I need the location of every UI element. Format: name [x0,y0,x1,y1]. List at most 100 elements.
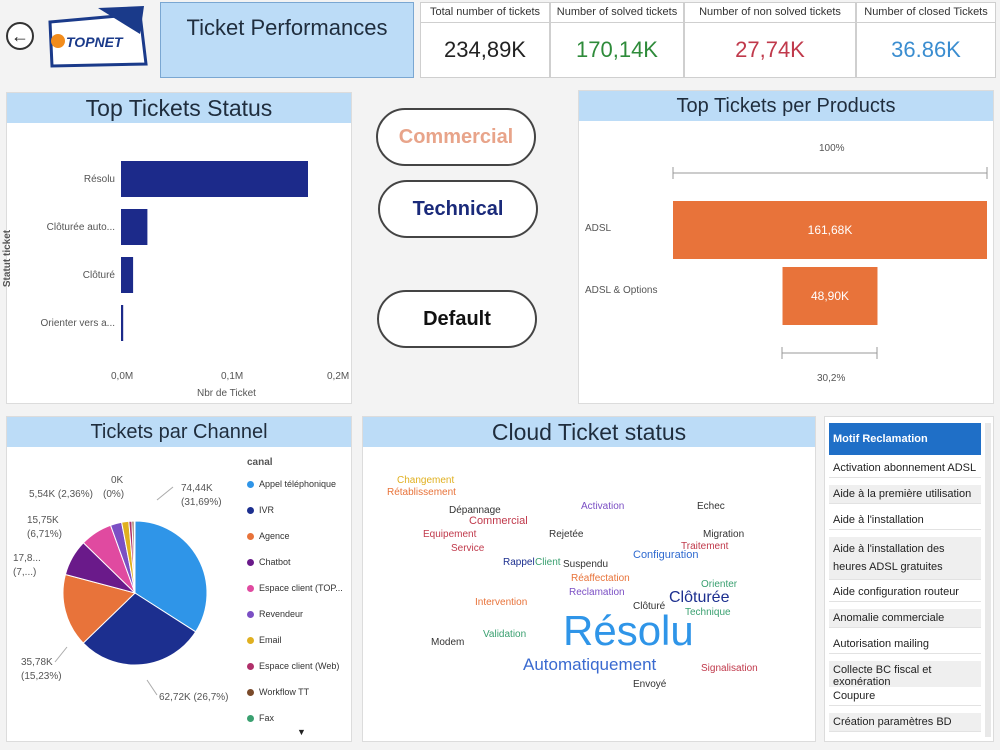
channel-legend: canal Appel téléphonique IVR Agence Chat… [247,457,351,739]
legend-scroll-down-icon[interactable]: ▼ [297,727,306,737]
products-bottom-pct: 30,2% [817,373,846,384]
status-category-label: Clôturée auto... [47,222,115,233]
pie-label-1b: (31,69%) [181,497,222,508]
product-category-label: ADSL [585,223,612,234]
cloud-word: Clôturée [669,589,730,606]
legend-dot [247,637,254,645]
motif-list-item[interactable]: Autorisation mailing [829,635,981,654]
kpi-non-solved-tickets: Number of non solved tickets 27,74K [684,2,856,78]
pie-label-6: 5,54K (2,36%) [29,489,93,500]
legend-label: Appel téléphonique [259,479,337,489]
legend-label: Email [259,635,282,645]
pie-label-7: 0K [111,475,124,486]
legend-label: Fax [259,713,275,723]
products-funnel-chart: 161,68K ADSL 48,90K ADSL & Options [585,167,988,359]
back-button[interactable]: ← [6,22,34,50]
logo-text: TOPNET [66,34,123,50]
kpi-solved-tickets: Number of solved tickets 170,14K [550,2,684,78]
legend-dot [247,559,254,567]
legend-item[interactable]: Workflow TT [247,687,309,697]
legend-dot [247,533,254,541]
motif-list-item[interactable]: Création paramètres BD [829,713,981,732]
legend-label: Agence [259,531,290,541]
legend-item[interactable]: Appel téléphonique [247,479,336,489]
kpi-value: 170,14K [576,37,658,62]
legend-label: Chatbot [259,557,291,567]
arrow-left-icon: ← [11,26,29,46]
legend-dot [247,585,254,593]
cloud-word: Client [535,557,561,568]
cloud-word: Envoyé [633,679,667,690]
pie-label-1: 74,44K [181,483,213,494]
cloud-word: Rappel [503,557,535,568]
status-chart-panel: Top Tickets Status Statut ticket Résolu C… [2,92,352,404]
pie-label-5: 15,75K [27,515,59,526]
kpi-label: Total number of tickets [421,3,549,23]
legend-item[interactable]: Chatbot [247,557,291,567]
motif-list-item[interactable]: Activation abonnement ADSL [829,459,981,478]
status-category-label: Résolu [84,174,115,185]
product-bar [673,201,987,259]
status-tick-1: 0,1M [221,371,244,382]
channel-chart-title: Tickets par Channel [7,417,351,447]
legend-item[interactable]: Fax [247,713,274,723]
legend-label: IVR [259,505,275,515]
motif-slicer-header[interactable]: Motif Reclamation [829,423,981,455]
legend-item[interactable]: IVR [247,505,274,515]
legend-item[interactable]: Espace client (Web) [247,661,339,671]
cloud-title: Cloud Ticket status [363,417,815,447]
legend-dot [247,507,254,515]
status-bar [121,305,124,341]
status-bar [121,257,134,293]
pie-label-4: 17,8... [13,553,41,564]
kpi-value: 27,74K [735,37,805,62]
default-button[interactable]: Default [377,290,537,348]
pie-label-2: 62,72K (26,7%) [159,692,229,703]
products-top-pct: 100% [819,143,845,154]
pie-label-7b: (0%) [103,489,125,500]
status-tick-2: 0,2M [327,371,350,382]
motif-list-item[interactable]: Aide à la première utilisation [829,485,981,504]
cloud-word: Intervention [475,597,528,608]
motif-scrollbar[interactable] [985,423,991,737]
kpi-value: 234,89K [444,37,526,62]
motif-list-item[interactable]: Coupure [829,687,981,706]
commercial-button[interactable]: Commercial [376,108,536,166]
cloud-word: Migration [703,529,745,540]
status-xlabel: Nbr de Ticket [197,388,256,399]
motif-list-item[interactable]: Aide configuration routeur [829,583,981,602]
products-chart-panel: Top Tickets per Products 100% 161,68K ADS… [578,90,994,404]
legend-dot [247,663,254,671]
legend-label: Revendeur [259,609,304,619]
cloud-word: Réaffectation [571,573,630,584]
pie-slice [62,573,136,644]
status-category-label: Orienter vers a... [41,318,115,329]
cloud-word: Traitement [681,541,729,552]
cloud-word: Reclamation [569,587,625,598]
legend-item[interactable]: Email [247,635,282,645]
products-chart-title: Top Tickets per Products [579,91,993,121]
product-value-label: 48,90K [811,289,849,303]
cloud-word: Technique [685,607,731,618]
pie-label-4b: (7,...) [13,567,37,578]
kpi-label: Number of solved tickets [551,3,683,23]
status-bar [121,209,148,245]
motif-list-item[interactable]: Aide à l'installation des heures ADSL gr… [829,537,981,580]
motif-list-item[interactable]: Collecte BC fiscal et exonération [829,661,981,692]
cloud-word: Suspendu [563,559,609,570]
motif-list-item[interactable]: Aide à l'installation [829,511,981,530]
legend-item[interactable]: Agence [247,531,290,541]
pie-label-3b: (15,23%) [21,671,62,682]
cloud-word: Activation [581,501,625,512]
kpi-value: 36.86K [891,37,961,62]
kpi-label: Number of non solved tickets [685,3,855,23]
legend-dot [247,611,254,619]
legend-item[interactable]: Espace client (TOP... [247,583,343,593]
cloud-word: Commercial [469,515,528,527]
legend-dot [247,689,254,697]
legend-dot [247,481,254,489]
cloud-word: Service [451,543,485,554]
motif-list-item[interactable]: Anomalie commerciale [829,609,981,628]
legend-item[interactable]: Revendeur [247,609,303,619]
technical-button[interactable]: Technical [378,180,538,238]
